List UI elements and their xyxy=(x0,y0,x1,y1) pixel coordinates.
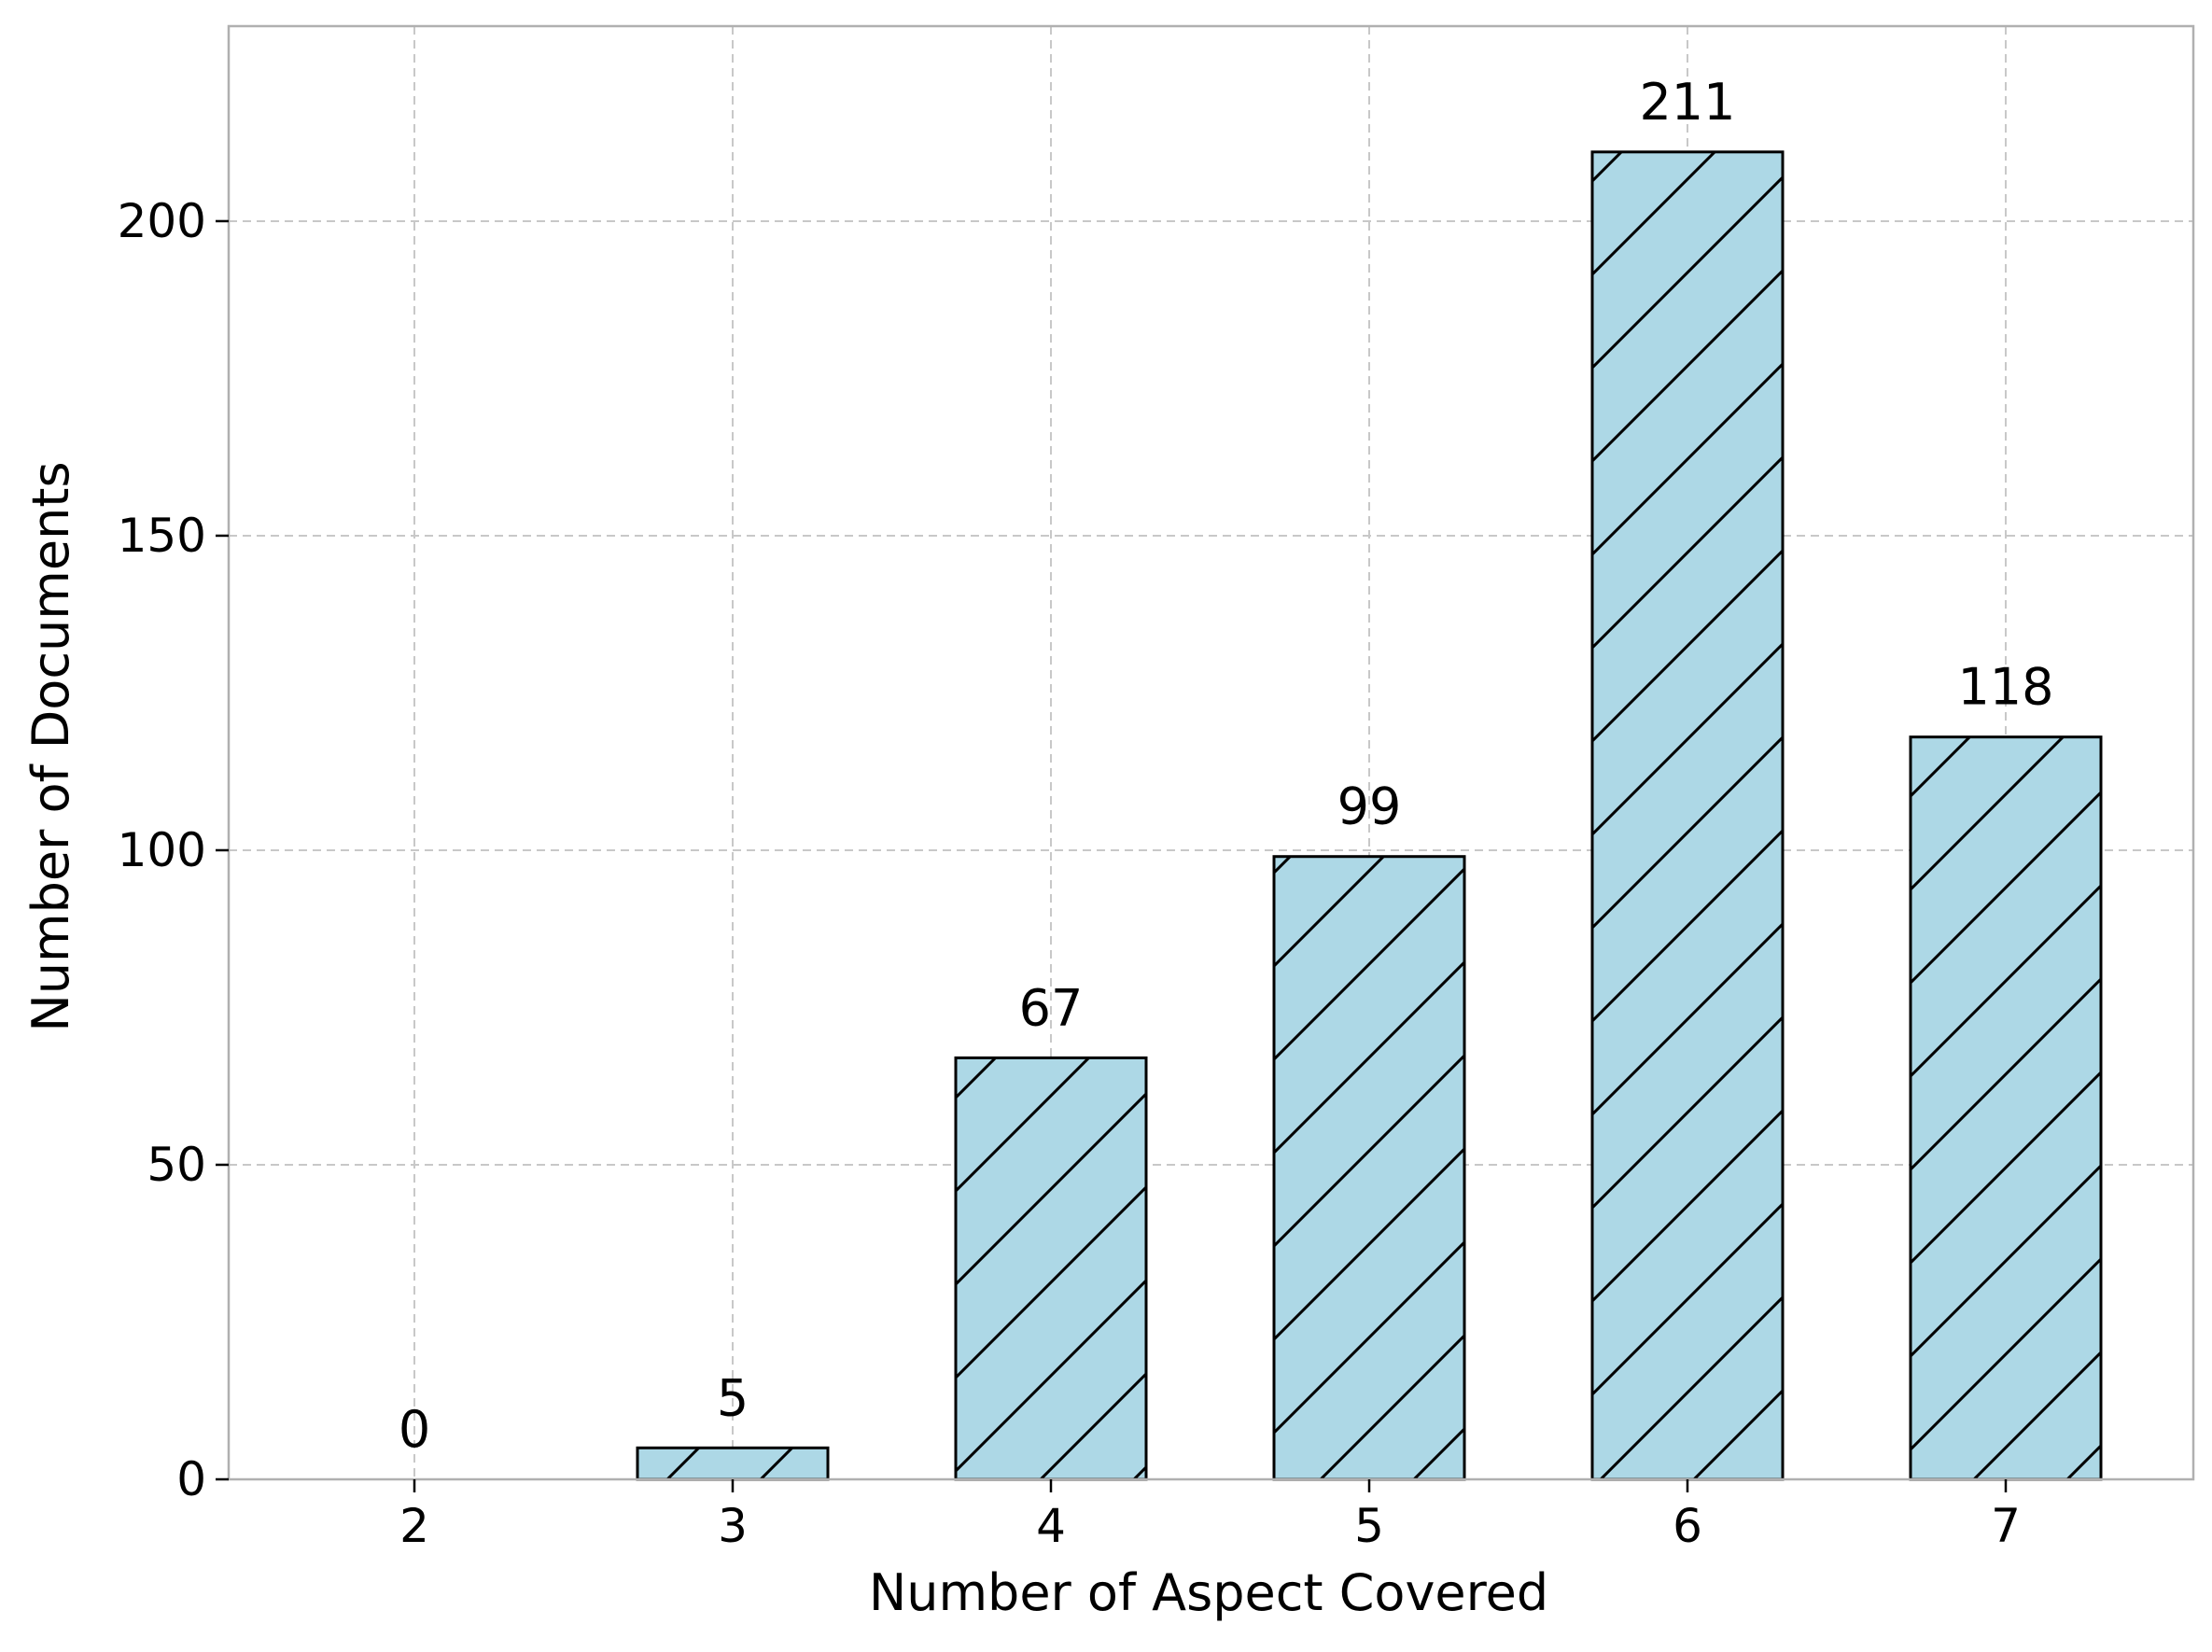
x-tick-label-7: 7 xyxy=(1991,1499,2021,1553)
x-tick-label-6: 6 xyxy=(1673,1499,1702,1553)
bar-5 xyxy=(1272,855,1466,1481)
y-tick-label-100: 100 xyxy=(118,823,206,877)
data-label-6: 211 xyxy=(1639,73,1735,132)
bar-3 xyxy=(636,1446,830,1481)
y-tick-label-200: 200 xyxy=(118,194,206,248)
plot-frame xyxy=(227,24,2195,1481)
bar-4 xyxy=(954,1056,1148,1481)
y-tick-label-50: 50 xyxy=(147,1138,206,1192)
bars xyxy=(636,150,2103,1481)
axes xyxy=(227,24,2195,1481)
bar-7 xyxy=(1909,735,2103,1481)
data-label-2: 0 xyxy=(399,1400,430,1459)
x-tick-label-2: 2 xyxy=(399,1499,429,1553)
data-label-4: 67 xyxy=(1019,978,1084,1037)
bar-6 xyxy=(1590,150,1785,1481)
y-tick-label-0: 0 xyxy=(176,1452,206,1506)
data-label-3: 5 xyxy=(717,1368,749,1427)
data-label-5: 99 xyxy=(1337,777,1402,836)
y-tick-label-150: 150 xyxy=(118,509,206,563)
x-tick-label-3: 3 xyxy=(718,1499,748,1553)
data-label-7: 118 xyxy=(1957,658,2053,717)
y-axis-title: Number of Documents xyxy=(21,461,80,1031)
x-tick-label-4: 4 xyxy=(1036,1499,1066,1553)
x-tick-label-5: 5 xyxy=(1354,1499,1384,1553)
x-axis-title: Number of Aspect Covered xyxy=(869,1563,1548,1622)
grid xyxy=(229,26,2193,1480)
data-labels: 0 5 67 99 211 118 xyxy=(399,73,2054,1459)
